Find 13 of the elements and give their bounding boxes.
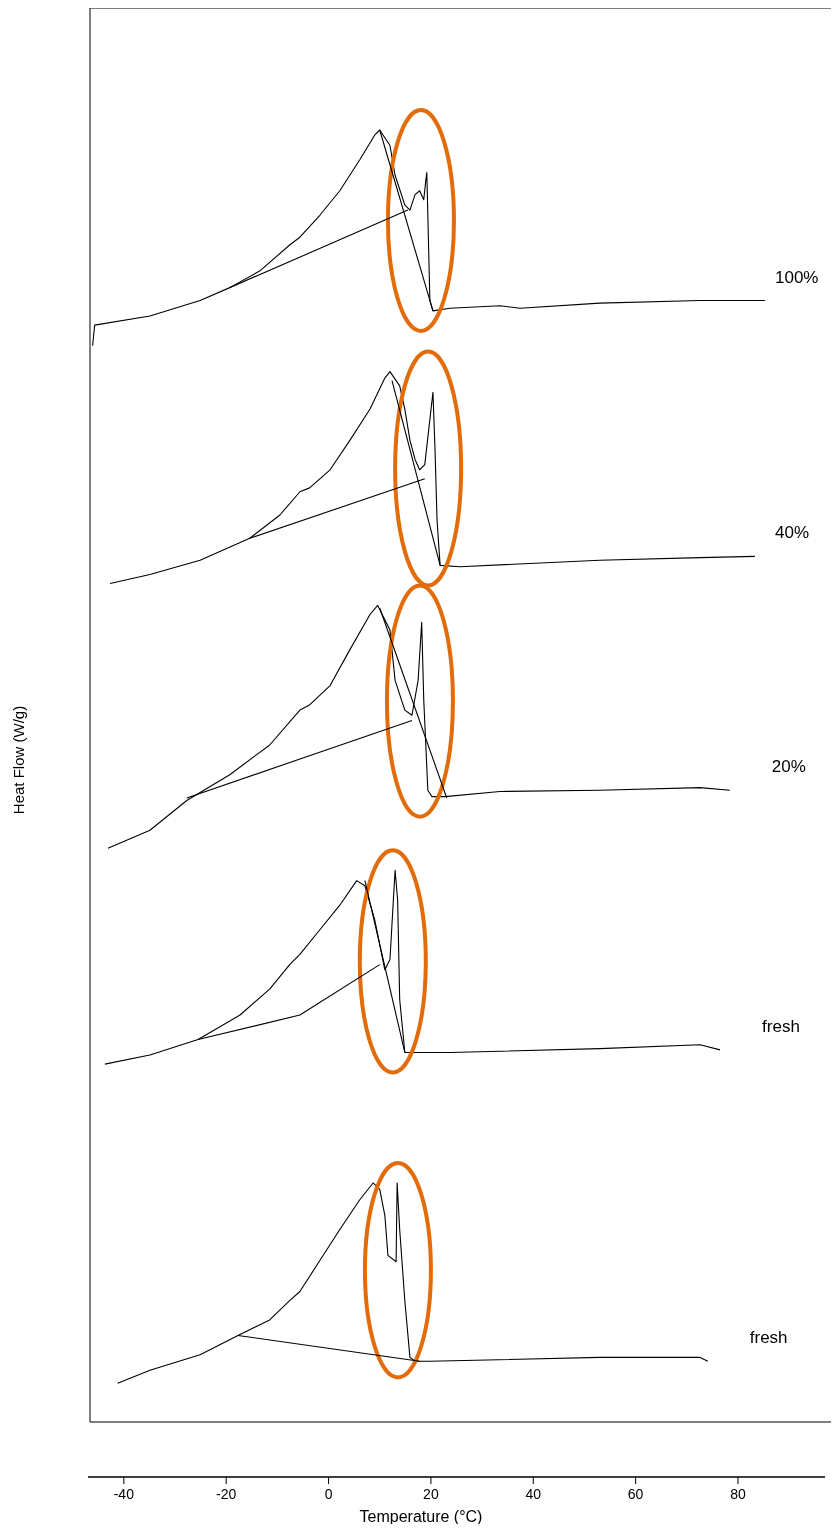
- series-label: 100%: [775, 267, 819, 287]
- x-tick-label: 60: [627, 1486, 644, 1502]
- text: fresh: [749, 1328, 788, 1348]
- x-tick-label: -40: [113, 1486, 135, 1502]
- text: fresh: [762, 1016, 800, 1036]
- x-tick-label: 40: [525, 1486, 542, 1502]
- x-tick-label: 80: [730, 1486, 746, 1502]
- y-axis-title: Heat Flow (W/g): [10, 705, 27, 815]
- x-tick-label: 20: [423, 1486, 439, 1502]
- text: 20%: [771, 757, 806, 777]
- x-tick-label: 0: [324, 1486, 333, 1502]
- series-label: 40%: [775, 523, 810, 543]
- x-tick-label: -20: [216, 1486, 237, 1502]
